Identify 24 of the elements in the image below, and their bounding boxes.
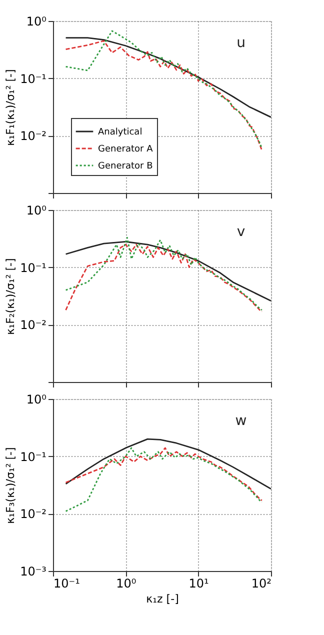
x-tick-label: 10⁰: [116, 576, 136, 590]
y-tick-label: 10⁻¹: [20, 450, 47, 464]
y-tick-label: 10⁻¹: [20, 72, 47, 86]
y-tick-label: 10⁻²: [20, 507, 47, 522]
y-axis-title: κ₁F₁(κ₁)/σ₁² [-]: [4, 69, 18, 146]
x-tick-label: 10¹: [188, 576, 210, 590]
y-tick-label: 10⁻¹: [20, 260, 47, 275]
legend-label: Generator B: [98, 162, 153, 172]
annotation: v: [236, 224, 246, 240]
y-axis-title: κ₁F₂(κ₁)/σ₁² [-]: [4, 258, 18, 335]
y-tick-label: 10⁰: [26, 392, 47, 406]
annotation: u: [236, 35, 246, 51]
y-tick-label: 10⁻²: [20, 129, 47, 144]
y-tick-label: 10⁰: [26, 204, 47, 218]
y-tick-label: 10⁻³: [20, 564, 47, 578]
x-axis-title: κ₁z [-]: [146, 592, 179, 606]
annotation: w: [235, 413, 247, 429]
y-axis-title: κ₁F₃(κ₁)/σ₁² [-]: [4, 447, 18, 524]
legend-label: Generator A: [98, 144, 154, 154]
y-tick-label: 10⁻²: [20, 318, 47, 332]
x-tick-label: 10⁻¹: [54, 576, 80, 590]
x-tick-label: 10²: [251, 576, 272, 590]
legend-label: Analytical: [98, 128, 142, 138]
y-tick-label: 10⁰: [26, 14, 47, 28]
